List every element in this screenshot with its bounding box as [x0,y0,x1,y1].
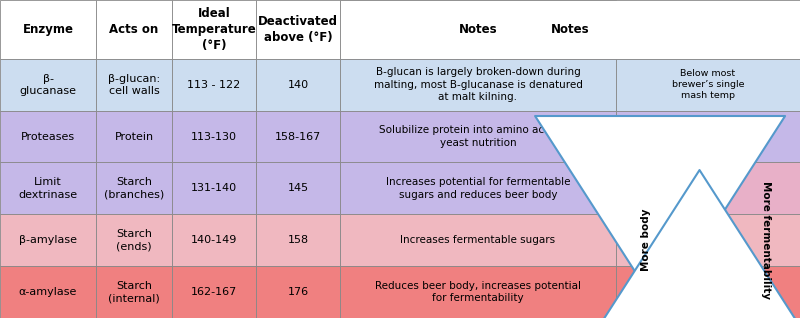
Bar [172,214,256,266]
Bar [96,111,172,162]
Text: Enzyme: Enzyme [22,23,74,36]
Text: Acts on: Acts on [110,23,158,36]
Bar [0,214,96,266]
Text: 140-149: 140-149 [191,235,237,245]
Text: α-amylase: α-amylase [19,287,77,297]
Bar [96,214,172,266]
Bar [616,111,800,162]
Text: Reduces beer body, increases potential
for fermentability: Reduces beer body, increases potential f… [375,281,581,303]
Bar [172,111,256,162]
Bar [172,266,256,318]
Bar [0,111,96,162]
Text: Lower temp
“protein rests”
will favor: Lower temp “protein rests” will favor [673,121,743,152]
Text: β-glucan:
cell walls: β-glucan: cell walls [108,73,160,96]
Bar [616,59,800,111]
Text: Ideal
Temperature
(°F): Ideal Temperature (°F) [172,7,256,52]
Bar [172,59,256,111]
Bar [616,214,800,266]
Text: 158-167: 158-167 [275,132,321,142]
Bar [256,162,340,214]
Text: Starch
(ends): Starch (ends) [116,229,152,252]
Text: Starch
(internal): Starch (internal) [108,281,160,303]
Text: 131-140: 131-140 [191,183,237,193]
Text: Notes: Notes [550,23,590,36]
Text: 162-167: 162-167 [191,287,237,297]
Text: 113-130: 113-130 [191,132,237,142]
Text: B-glucan is largely broken-down during
malting, most B-glucanase is denatured
at: B-glucan is largely broken-down during m… [374,67,582,102]
Bar [96,59,172,111]
Text: Protein: Protein [114,132,154,142]
Text: 145: 145 [287,183,309,193]
Bar [340,0,800,59]
Bar [340,111,616,162]
Text: 176: 176 [287,287,309,297]
Bar [256,266,340,318]
Bar [0,162,96,214]
Text: Proteases: Proteases [21,132,75,142]
Bar [96,0,172,59]
Text: Increases potential for fermentable
sugars and reduces beer body: Increases potential for fermentable suga… [386,177,570,200]
Bar [0,266,96,318]
Text: Notes: Notes [458,23,498,36]
Bar [340,266,616,318]
Bar [340,162,616,214]
Text: 140: 140 [287,80,309,90]
Text: Solubilize protein into amino acids for
yeast nutrition: Solubilize protein into amino acids for … [379,125,577,148]
Bar [96,162,172,214]
Bar [0,0,96,59]
Text: 158: 158 [287,235,309,245]
Bar [256,111,340,162]
Bar [172,162,256,214]
Text: β-
glucanase: β- glucanase [19,73,77,96]
Bar [172,0,256,59]
Bar [0,59,96,111]
Text: More body: More body [641,209,650,272]
Bar [340,59,616,111]
Text: Starch
(branches): Starch (branches) [104,177,164,200]
Bar [616,266,800,318]
Bar [256,59,340,111]
Bar [256,0,340,59]
Text: Deactivated
above (°F): Deactivated above (°F) [258,15,338,44]
Text: More fermentability: More fermentability [761,181,771,299]
Text: β-amylase: β-amylase [19,235,77,245]
Bar [256,214,340,266]
Text: Increases fermentable sugars: Increases fermentable sugars [401,235,555,245]
Text: Limit
dextrinase: Limit dextrinase [18,177,78,200]
Bar [340,214,616,266]
Text: 113 - 122: 113 - 122 [187,80,241,90]
Bar [616,162,800,214]
Bar [340,0,616,59]
Bar [96,266,172,318]
Text: Below most
brewer’s single
mash temp: Below most brewer’s single mash temp [672,69,744,100]
